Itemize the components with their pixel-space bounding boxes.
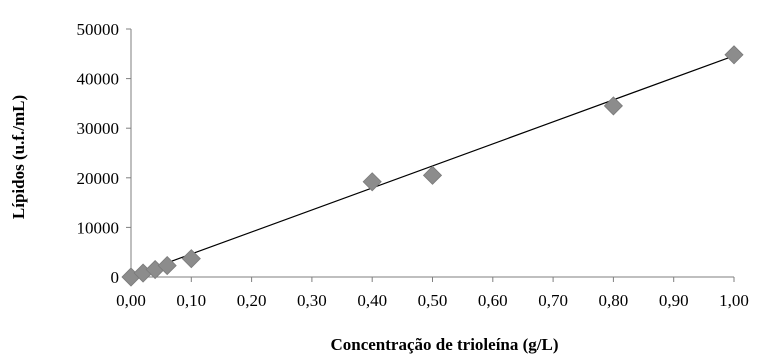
data-points (121, 45, 744, 287)
data-point (362, 172, 382, 192)
x-tick-label: 0,10 (176, 291, 206, 310)
y-tick-label: 10000 (77, 218, 120, 237)
x-tick-label: 0,60 (478, 291, 508, 310)
y-tick-label: 40000 (77, 70, 120, 89)
y-tick-label: 0 (111, 268, 120, 287)
x-tick-label: 0,50 (418, 291, 448, 310)
x-tick-label: 0,80 (599, 291, 629, 310)
x-axis-ticks: 0,00 0,10 0,20 0,30 0,40 0,50 0,60 0,70 0,80 0,90… (116, 277, 749, 310)
x-tick-label: 0,30 (297, 291, 327, 310)
x-tick-label: 0,00 (116, 291, 146, 310)
x-tick-label: 1,00 (719, 291, 749, 310)
axes (130, 29, 734, 278)
y-tick-label: 30000 (77, 119, 120, 138)
data-point (603, 96, 623, 116)
x-tick-label: 0,90 (659, 291, 689, 310)
y-axis-ticks: 0 10000 20000 30000 40000 50000 (77, 20, 131, 287)
x-tick-label: 0,20 (237, 291, 267, 310)
data-point (422, 165, 443, 185)
x-axis-title: Concentração de trioleína (g/L) (330, 335, 558, 354)
x-tick-label: 0,70 (538, 291, 568, 310)
data-point (181, 249, 201, 269)
data-point (724, 45, 744, 65)
y-tick-label: 20000 (77, 169, 120, 188)
y-axis-title: Lípidos (u.f./mL) (9, 95, 28, 219)
data-point (157, 256, 177, 276)
y-tick-label: 50000 (77, 20, 120, 39)
x-tick-label: 0,40 (357, 291, 387, 310)
